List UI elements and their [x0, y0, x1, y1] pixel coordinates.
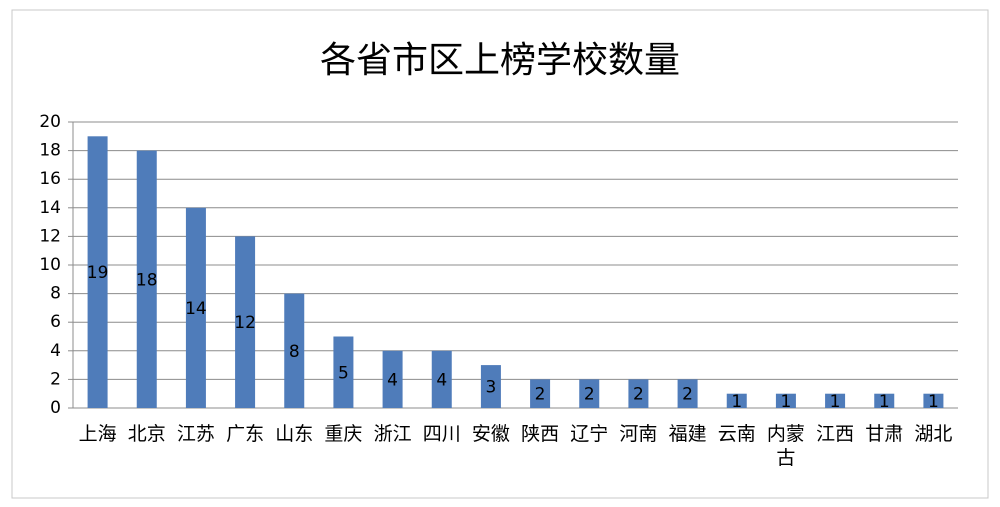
bar — [480, 365, 501, 408]
x-tick-label: 北京 — [127, 423, 166, 445]
x-tick-label-box: 江西 — [816, 423, 855, 445]
bar — [87, 136, 108, 409]
value-label: 19 — [87, 263, 109, 283]
bar — [923, 393, 944, 408]
x-tick-label-box: 云南 — [717, 423, 756, 445]
x-tick-label: 江苏 — [176, 423, 215, 445]
value-label: 1 — [879, 392, 890, 412]
bar — [775, 393, 796, 408]
value-label: 2 — [535, 385, 546, 405]
value-label: 4 — [387, 370, 398, 390]
bar — [284, 293, 305, 408]
x-tick-label-box: 北京 — [127, 423, 166, 445]
x-tick-label-box: 重庆 — [324, 423, 363, 445]
value-label: 1 — [928, 392, 939, 412]
x-tick-label: 广东 — [226, 423, 265, 445]
bar — [677, 379, 698, 408]
x-tick-label-box: 山东 — [275, 423, 314, 445]
x-tick-label-box: 内蒙古 — [766, 423, 805, 469]
value-label: 1 — [731, 392, 742, 412]
bar — [825, 393, 846, 408]
x-tick-label: 甘肃 — [865, 423, 904, 445]
x-tick-label-box: 福建 — [668, 423, 707, 445]
chart-frame — [11, 9, 989, 499]
value-label: 2 — [682, 385, 693, 405]
x-tick-label: 安徽 — [471, 423, 510, 445]
chart-title: 各省市区上榜学校数量 — [320, 40, 680, 81]
x-tick-label: 四川 — [422, 423, 461, 445]
x-tick-label-box: 广东 — [226, 423, 265, 445]
y-tick-label: 4 — [50, 341, 61, 361]
value-label: 2 — [584, 385, 595, 405]
value-label: 3 — [486, 378, 497, 398]
x-tick-label-box: 安徽 — [471, 423, 510, 445]
value-label: 12 — [234, 313, 256, 333]
x-tick-label: 江西 — [816, 423, 855, 445]
x-tick-label-box: 河南 — [619, 423, 658, 445]
bar — [235, 236, 256, 408]
y-tick-label: 8 — [50, 284, 61, 304]
y-tick-label: 12 — [39, 226, 61, 246]
bar — [874, 393, 895, 408]
x-tick-label: 河南 — [619, 423, 658, 445]
x-tick-label: 陕西 — [521, 423, 560, 445]
value-label: 1 — [781, 392, 792, 412]
x-tick-label: 山东 — [275, 423, 314, 445]
x-tick-label: 湖北 — [914, 423, 953, 445]
bar — [185, 207, 206, 408]
x-tick-label-box: 四川 — [422, 423, 461, 445]
value-label: 2 — [633, 385, 644, 405]
x-tick-label-box: 江苏 — [176, 423, 215, 445]
value-label: 14 — [185, 299, 207, 319]
bar — [382, 350, 403, 408]
value-label: 8 — [289, 342, 300, 362]
y-tick-label: 2 — [50, 369, 61, 389]
x-tick-label-box: 甘肃 — [865, 423, 904, 445]
x-tick-label: 浙江 — [373, 423, 412, 445]
bar — [530, 379, 551, 408]
y-tick-label: 18 — [39, 141, 61, 161]
bar — [628, 379, 649, 408]
x-tick-label-box: 辽宁 — [570, 423, 609, 445]
x-tick-label: 上海 — [78, 423, 117, 445]
x-tick-label: 重庆 — [324, 423, 363, 445]
x-tick-label: 福建 — [668, 423, 707, 445]
x-tick-label: 辽宁 — [570, 423, 609, 445]
bar — [726, 393, 747, 408]
value-label: 5 — [338, 363, 349, 383]
y-tick-label: 20 — [39, 112, 61, 132]
x-tick-label-box: 浙江 — [373, 423, 412, 445]
y-tick-label: 16 — [39, 169, 61, 189]
value-label: 4 — [436, 370, 447, 390]
x-tick-label: 云南 — [717, 423, 756, 445]
y-tick-label: 0 — [50, 398, 61, 418]
x-tick-label-box: 湖北 — [914, 423, 953, 445]
bar — [333, 336, 354, 408]
y-tick-label: 6 — [50, 312, 61, 332]
bar — [136, 150, 157, 408]
value-label: 18 — [136, 270, 158, 290]
y-tick-label: 10 — [39, 255, 61, 275]
bar — [579, 379, 600, 408]
x-tick-label: 内蒙古 — [766, 423, 805, 469]
y-tick-label: 14 — [39, 198, 61, 218]
x-tick-label-box: 上海 — [78, 423, 117, 445]
x-tick-label-box: 陕西 — [521, 423, 560, 445]
bar — [431, 350, 452, 408]
value-label: 1 — [830, 392, 841, 412]
